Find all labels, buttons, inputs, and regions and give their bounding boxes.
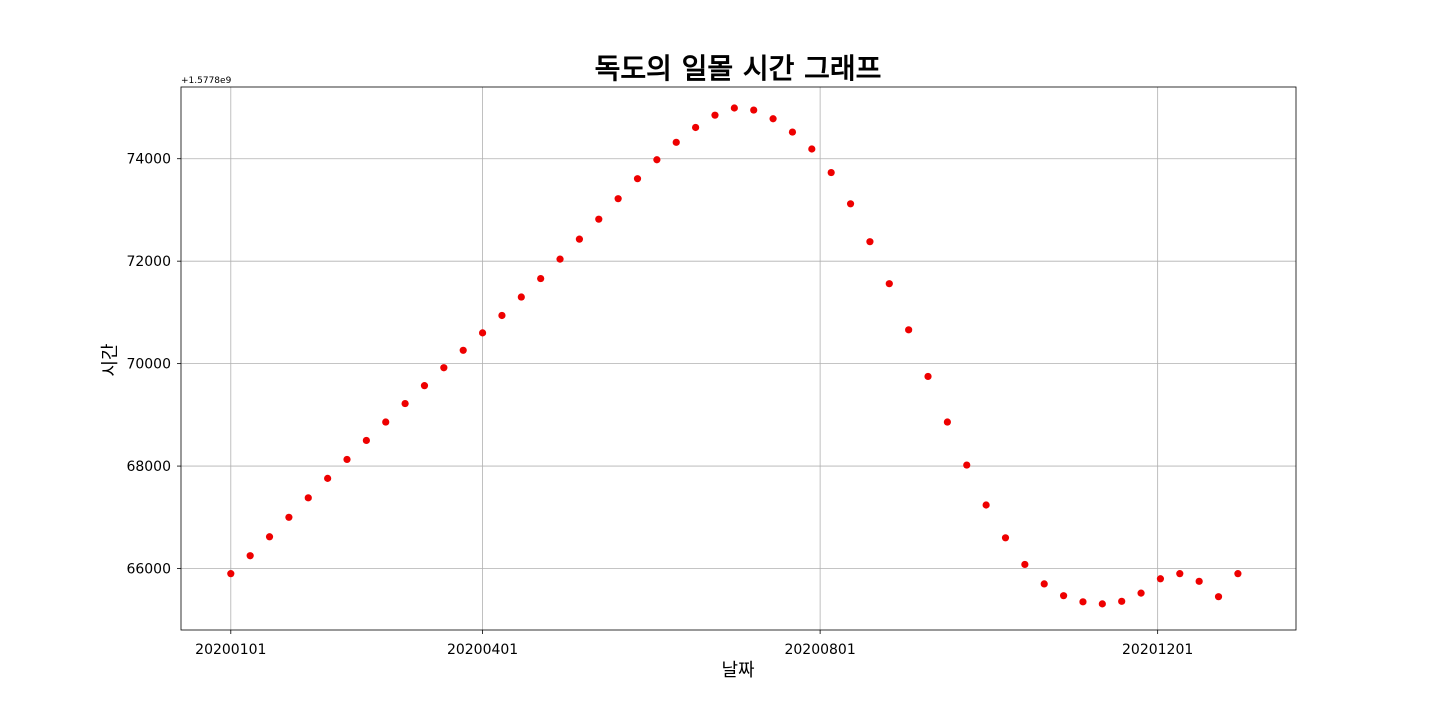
data-point [1079, 598, 1087, 606]
data-point [324, 474, 332, 482]
y-tick-label: 68000 [126, 459, 171, 475]
data-point [1098, 600, 1106, 608]
data-point [1214, 593, 1223, 601]
data-point [556, 255, 564, 263]
data-point [769, 115, 777, 123]
x-tick-label: 20200101 [195, 642, 266, 658]
y-tick-label: 72000 [126, 254, 171, 270]
data-point [1118, 597, 1126, 605]
data-point [362, 436, 370, 445]
data-point [633, 175, 642, 183]
x-tick-label: 20200801 [784, 642, 855, 658]
y-axis: 66000 68000 70000 72000 74000 [126, 152, 181, 578]
data-point [1021, 560, 1029, 569]
data-point [440, 364, 448, 372]
data-point [498, 311, 506, 320]
data-point [517, 293, 525, 301]
y-axis-label: 시간 [100, 343, 121, 376]
x-tick-label: 20201201 [1122, 642, 1193, 658]
data-point [1059, 592, 1068, 600]
data-point [730, 104, 738, 112]
data-point [750, 106, 758, 114]
data-point [885, 280, 893, 288]
data-point [575, 235, 584, 243]
y-offset-label: +1.5778e9 [181, 76, 232, 86]
data-point [1137, 589, 1145, 597]
data-point [1001, 534, 1010, 542]
data-point [924, 372, 932, 381]
x-axis-label: 날짜 [721, 660, 755, 681]
data-point [478, 329, 487, 337]
data-point [304, 494, 312, 502]
data-point [1195, 577, 1203, 585]
data-point [614, 195, 622, 203]
data-point [1156, 575, 1165, 583]
data-point [982, 501, 990, 509]
data-point [827, 168, 835, 177]
data-point [1040, 580, 1048, 588]
y-tick-label: 70000 [126, 357, 171, 373]
data-point [285, 513, 293, 521]
x-tick-label: 20200401 [447, 642, 518, 658]
data-point [653, 156, 661, 164]
data-point [866, 238, 874, 246]
data-point [943, 418, 951, 426]
data-point [537, 274, 545, 283]
data-point [846, 200, 855, 208]
data-point [692, 123, 700, 132]
data-point [595, 215, 603, 223]
data-point [420, 382, 429, 390]
data-point [905, 326, 913, 334]
data-point [1234, 570, 1242, 578]
y-tick-label: 74000 [126, 152, 171, 168]
grid [181, 87, 1296, 630]
data-point [343, 455, 351, 464]
data-point [459, 346, 467, 354]
x-axis: 20200101 20200401 20200801 20201201 [195, 630, 1193, 658]
y-tick-label: 66000 [126, 562, 171, 578]
data-point [672, 138, 680, 146]
plot-frame [180, 86, 1297, 631]
data-point [382, 418, 390, 426]
data-point [788, 128, 797, 136]
data-point [246, 552, 254, 560]
data-point [808, 145, 816, 153]
data-point [227, 570, 235, 578]
data-point [401, 399, 409, 408]
data-point [963, 461, 971, 469]
data-point [265, 533, 274, 541]
data-point [1176, 570, 1184, 578]
data-point [711, 111, 719, 119]
chart-title: 독도의 일몰 시간 그래프 [595, 52, 882, 85]
data-points [227, 104, 1242, 608]
